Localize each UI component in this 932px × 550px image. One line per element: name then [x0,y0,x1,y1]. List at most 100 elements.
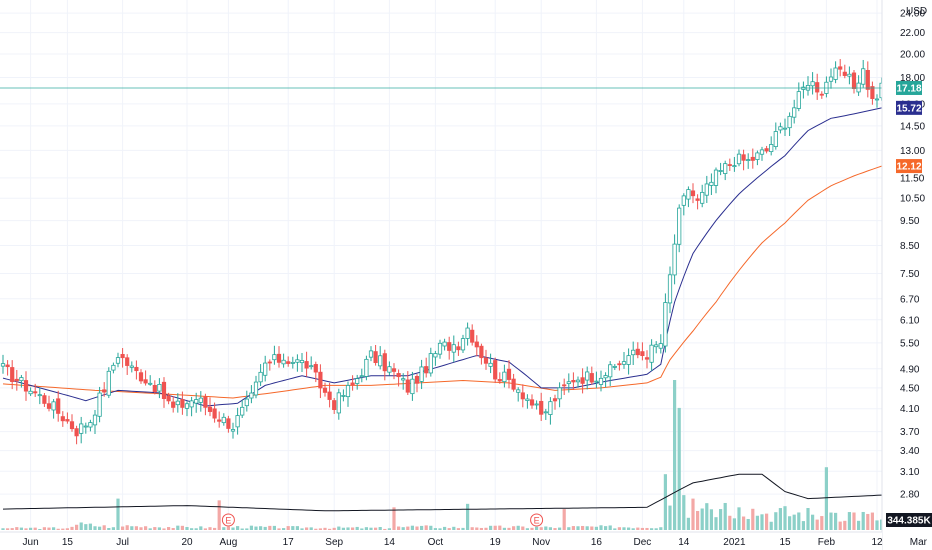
volume-bar [226,526,230,530]
candle [792,99,797,124]
volume-bar [691,498,695,530]
candle-body [815,82,820,93]
candle-body [654,344,659,348]
volume-bar [539,527,543,530]
time-tick-label: Feb [818,537,836,548]
candle [631,341,636,366]
candle [46,395,52,412]
earnings-marker-circle [221,513,235,527]
candle-body [580,377,585,384]
candle [419,359,424,390]
time-tick-label: Aug [220,537,238,548]
volume-bar [88,523,92,530]
volume-bar [525,528,529,530]
candle-body [88,422,93,428]
candle-body [603,375,608,379]
candle [635,342,640,359]
candle [640,342,645,361]
candle [723,160,728,181]
volume-bar [709,509,713,530]
volume-bar [194,528,198,530]
volume-bar [387,528,391,530]
volume-bar [180,525,184,530]
ma-fast-line [2,107,896,407]
candle-body [865,69,870,90]
grid-layer [0,0,919,530]
volume-bar [516,525,520,530]
candle [700,184,705,208]
volume-bar [369,527,373,530]
candle [493,357,498,383]
volume-bar [801,521,805,530]
candle-body [51,401,56,411]
volume-bar [401,527,405,530]
candle-body [428,353,433,374]
candle [874,94,880,108]
volume-bar [654,528,658,530]
volume-bar [185,527,189,530]
candle-body [148,382,153,385]
volume-bar [530,527,534,530]
volume-bar [866,513,870,530]
candle-body [359,375,364,378]
volume-bar [236,526,240,530]
candle-body [419,366,424,382]
candle [488,353,493,374]
price-tick-label: 13.00 [900,146,925,157]
candle [856,75,861,96]
time-tick-label: 14 [678,537,690,548]
volume-bar [429,525,433,530]
volume-bar [282,528,286,530]
candle-body [690,190,696,197]
candle [184,401,190,417]
candle-body [322,387,328,393]
volume-bar [47,527,51,530]
candle-body [111,364,116,371]
candle [621,352,627,369]
candle [603,372,608,388]
candle-body [525,398,530,401]
candle-body [686,189,691,200]
ma-fast-tag-background [896,100,922,115]
candle-body [69,421,75,430]
candle-body [74,428,79,437]
candle-body [796,91,801,109]
candle-body [470,329,475,343]
volume-bar [700,508,704,530]
candle [741,149,746,171]
candle [465,322,470,346]
volume-bar [834,512,838,530]
candle [281,353,286,368]
volume-bar [121,526,125,530]
candle-body [28,390,33,395]
volume-bar [765,513,769,530]
candle-body [212,408,217,419]
volume-bar [162,528,166,530]
candle-body [750,156,755,161]
candle [718,162,723,176]
candle-body [97,392,102,417]
candle [382,349,387,381]
volume-bar [502,527,506,530]
candle-body [267,361,272,364]
candle-body [870,86,875,99]
candle [115,352,121,368]
candle-body [543,411,548,414]
volume-bar [374,527,378,530]
candle-body [217,419,222,422]
volume-tag-text: 344.385K [887,516,931,527]
candle-body [226,418,231,429]
candle [391,363,397,380]
volume-bar [548,527,552,530]
candle [33,383,38,397]
volume-bar [397,526,401,530]
price-axis: USD24.0022.0020.0018.0016.0014.5013.0011… [881,0,932,550]
time-tick-label: Oct [428,537,444,548]
price-tick-label: 8.50 [900,241,920,252]
volume-bar [102,525,106,530]
candle-body [414,375,420,384]
candle [842,64,847,79]
candle [649,339,654,371]
